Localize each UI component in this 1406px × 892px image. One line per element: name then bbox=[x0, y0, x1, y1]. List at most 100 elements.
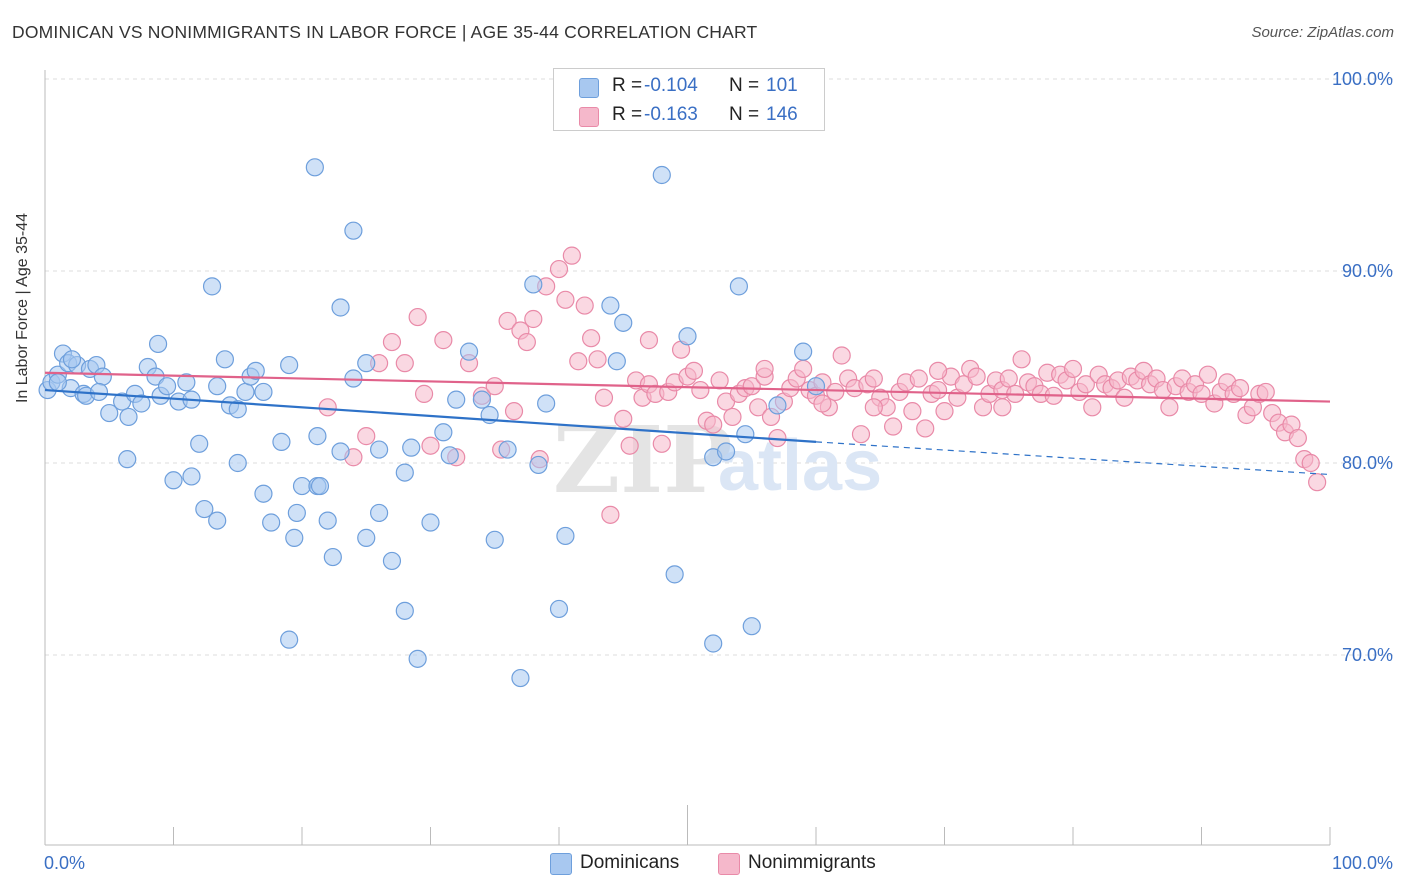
dominicans-point bbox=[549, 599, 569, 619]
dominicans-point bbox=[208, 511, 227, 530]
dominicans-point bbox=[485, 530, 504, 549]
nonimmigrants-point bbox=[723, 407, 742, 427]
correlation-legend: R = -0.104 N = 101 R = -0.163 N = 146 bbox=[553, 68, 825, 131]
nonimmigrants-point bbox=[993, 398, 1012, 417]
nonimmigrants-point bbox=[434, 331, 453, 350]
nonimmigrants-point bbox=[485, 377, 504, 396]
nonimmigrants-point bbox=[1230, 379, 1250, 398]
nonimmigrants-point bbox=[556, 290, 575, 309]
nonimmigrants-point bbox=[614, 409, 633, 428]
nonimmigrants-point bbox=[864, 369, 883, 388]
dominicans-point bbox=[556, 526, 575, 546]
dominicans-point bbox=[287, 503, 306, 523]
nonimmigrants-point bbox=[569, 352, 588, 371]
nonimmigrants-point bbox=[1012, 350, 1031, 369]
nonimmigrants-point bbox=[916, 419, 935, 438]
nonimmigrants-point bbox=[684, 361, 704, 380]
nonimmigrants-point bbox=[1301, 453, 1320, 473]
dominicans-point bbox=[370, 503, 389, 523]
y-tick-label: 70.0% bbox=[1342, 645, 1393, 665]
nonimmigrants-point bbox=[517, 332, 536, 352]
nonimmigrants-point bbox=[1083, 398, 1102, 417]
dominicans-point bbox=[440, 446, 459, 465]
tick-labels: 70.0% 80.0% 90.0% 100.0% 0.0% 100.0% bbox=[44, 69, 1393, 873]
nonimmigrants-point bbox=[813, 394, 832, 413]
nonimmigrants-point bbox=[935, 402, 954, 421]
dominicans-point bbox=[272, 432, 291, 451]
axes bbox=[44, 70, 1331, 846]
dominicans-point bbox=[729, 277, 749, 296]
source-credit: Source: ZipAtlas.com bbox=[1251, 24, 1394, 41]
nonimmigrants-point bbox=[832, 346, 851, 365]
dominicans-point bbox=[498, 440, 517, 459]
legend-swatch-nonimmigrants bbox=[579, 107, 599, 127]
dominicans-point bbox=[344, 221, 363, 240]
dominicans-point bbox=[280, 355, 299, 375]
dominicans-point bbox=[89, 382, 109, 402]
nonimmigrants-point bbox=[498, 311, 517, 331]
dominicans-point bbox=[511, 668, 530, 688]
dominicans-point bbox=[254, 484, 273, 503]
dominicans-point bbox=[736, 425, 755, 444]
dominicans-trend-extension bbox=[815, 441, 1331, 476]
dominicans-point bbox=[177, 373, 196, 392]
chart-title: DOMINICAN VS NONIMMIGRANTS IN LABOR FORC… bbox=[12, 22, 758, 42]
dominicans-point bbox=[331, 298, 350, 317]
nonimmigrants-point bbox=[575, 296, 594, 315]
dominicans-point bbox=[228, 400, 247, 419]
dominicans-point bbox=[459, 342, 479, 361]
nonimmigrants-point bbox=[755, 359, 774, 379]
dominicans-point bbox=[607, 352, 626, 371]
dominicans-point bbox=[794, 342, 813, 361]
nonimmigrants-point bbox=[903, 402, 922, 421]
dominicans-point bbox=[524, 275, 543, 294]
x-tick-label: 100.0% bbox=[1332, 853, 1393, 873]
dominicans-point bbox=[370, 440, 389, 459]
dominicans-point bbox=[202, 277, 222, 296]
nonimmigrants-point bbox=[826, 382, 845, 402]
nonimmigrants-point bbox=[864, 398, 883, 417]
nonimmigrants-point bbox=[562, 246, 581, 265]
y-tick-label: 90.0% bbox=[1342, 261, 1393, 281]
nonimmigrants-point bbox=[928, 380, 948, 400]
dominicans-point bbox=[742, 617, 761, 636]
nonimmigrants-point bbox=[1288, 428, 1307, 448]
legend-label-dominicans: Dominicans bbox=[580, 852, 680, 873]
legend-swatch-nonimmigrants bbox=[718, 853, 740, 875]
legend-swatch-dominicans bbox=[550, 853, 572, 875]
dominicans-point bbox=[716, 442, 736, 461]
dominicans-point bbox=[292, 476, 312, 496]
dominicans-point bbox=[119, 407, 138, 427]
dominicans-point bbox=[93, 367, 112, 386]
nonimmigrants-point bbox=[408, 307, 427, 327]
y-axis-label: In Labor Force | Age 35-44 bbox=[14, 212, 31, 404]
dominicans-point bbox=[285, 528, 304, 547]
dominicans-point bbox=[601, 296, 620, 315]
trend-lines bbox=[44, 371, 1331, 476]
dominicans-point bbox=[164, 471, 183, 490]
legend-row-dominicans: R = -0.104 N = 101 bbox=[554, 71, 824, 101]
r-value: -0.104 bbox=[644, 75, 698, 96]
dominicans-point bbox=[215, 350, 234, 369]
y-tick-label: 80.0% bbox=[1342, 453, 1393, 473]
nonimmigrants-point bbox=[421, 436, 440, 455]
dominicans-point bbox=[157, 377, 177, 396]
nonimmigrants-point bbox=[524, 309, 543, 329]
dominicans-point bbox=[305, 158, 324, 177]
nonimmigrants-point bbox=[620, 436, 639, 455]
dominicans-point bbox=[323, 547, 342, 567]
nonimmigrants-point bbox=[691, 380, 710, 400]
nonimmigrants-point bbox=[704, 415, 723, 434]
dominicans-point bbox=[652, 165, 671, 185]
dominicans-point bbox=[408, 649, 427, 668]
dominicans-point bbox=[100, 403, 119, 423]
dominicans-point bbox=[182, 467, 201, 486]
dominicans-point bbox=[529, 455, 548, 475]
n-value: 101 bbox=[766, 75, 798, 96]
dominicans-point bbox=[254, 382, 273, 402]
nonimmigrants-point bbox=[710, 371, 729, 390]
dominicans-point bbox=[208, 377, 227, 396]
dominicans-point bbox=[704, 634, 723, 653]
